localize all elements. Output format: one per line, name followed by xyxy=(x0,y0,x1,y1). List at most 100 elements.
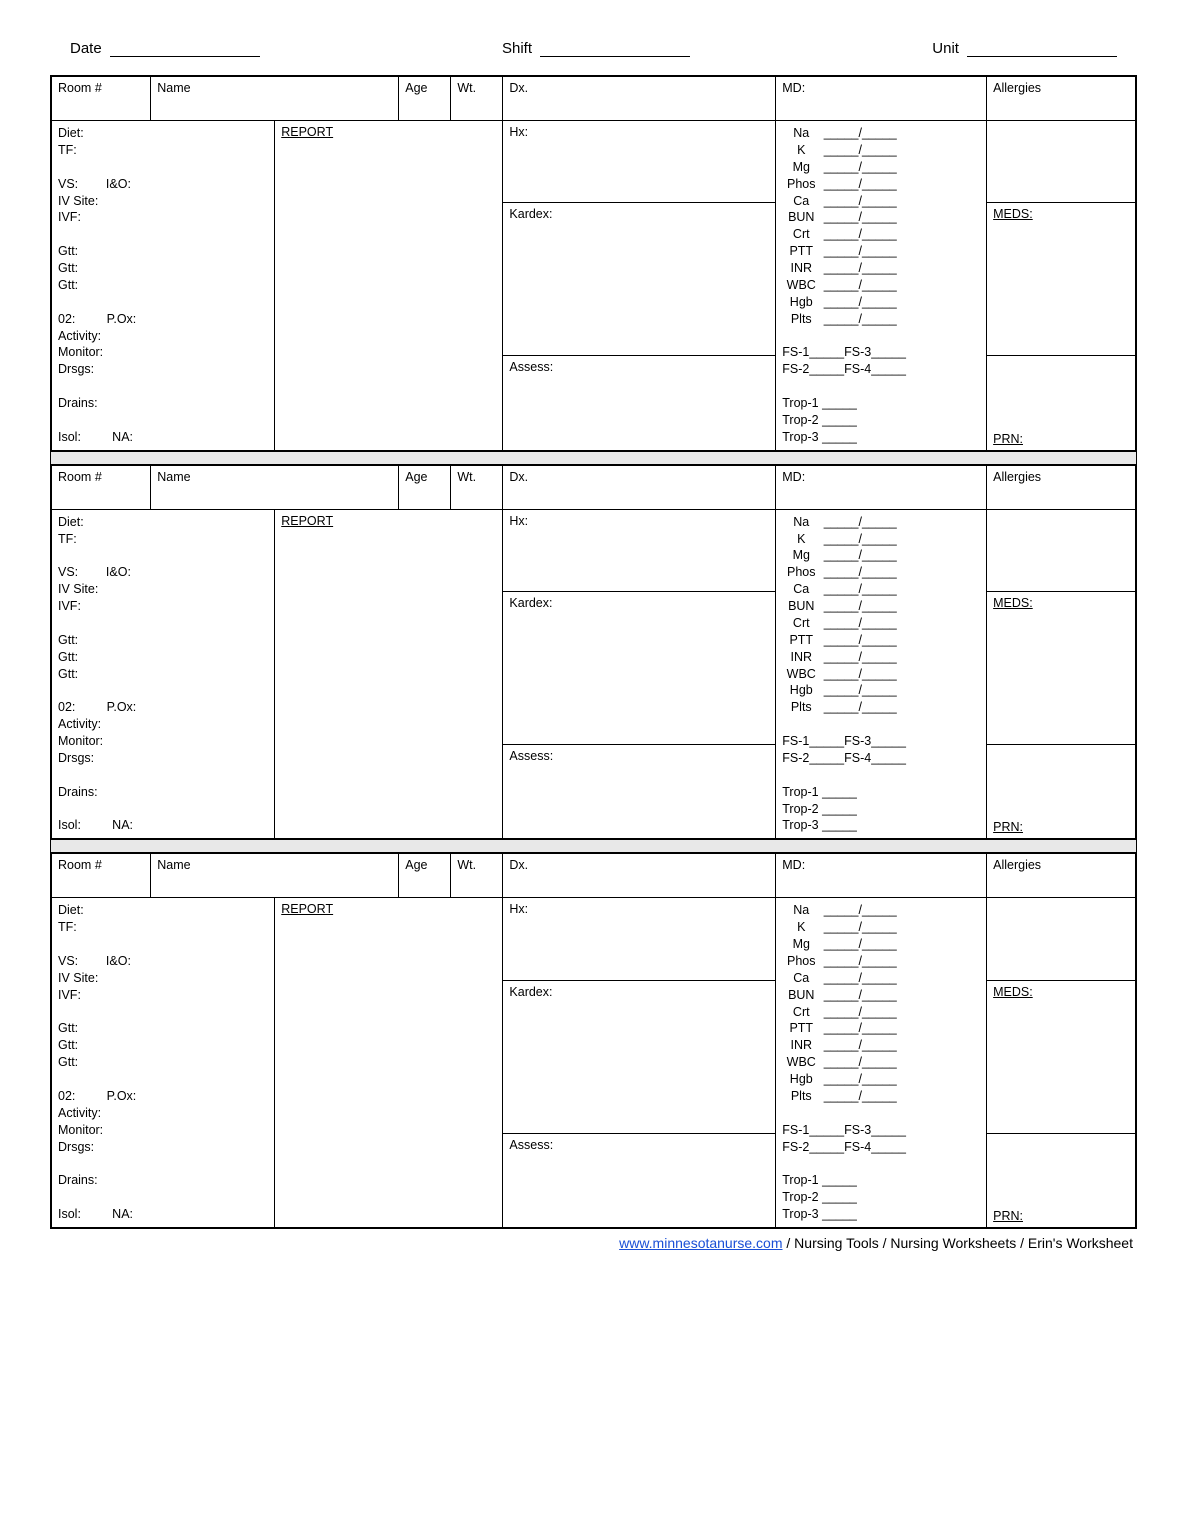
lab-row: INR _____/_____ xyxy=(782,260,980,277)
prn-cell: PRN: xyxy=(987,1133,1136,1227)
kardex-cell: Kardex: xyxy=(503,203,776,356)
lab-name: Phos xyxy=(782,564,820,581)
gtt-label: Gtt: xyxy=(58,632,268,649)
footer-link[interactable]: www.minnesotanurse.com xyxy=(619,1235,782,1251)
lab-row: Phos _____/_____ xyxy=(782,176,980,193)
gtt-label: Gtt: xyxy=(58,260,268,277)
lab-row: Mg _____/_____ xyxy=(782,936,980,953)
unit-blank xyxy=(967,41,1117,57)
lab-row: BUN _____/_____ xyxy=(782,987,980,1004)
hx-cell: Hx: xyxy=(503,898,776,980)
patient-block: Room # Name Age Wt. Dx. MD: Allergies Di… xyxy=(50,75,1137,452)
lab-row: INR _____/_____ xyxy=(782,649,980,666)
report-label: REPORT xyxy=(281,514,333,528)
col-allergies: Allergies xyxy=(987,854,1136,898)
lab-row: Ca _____/_____ xyxy=(782,581,980,598)
lab-row: Crt _____/_____ xyxy=(782,226,980,243)
lab-row: Hgb _____/_____ xyxy=(782,294,980,311)
lab-name: WBC xyxy=(782,277,820,294)
trop-3: Trop-3 _____ xyxy=(782,1206,980,1223)
activity-label: Activity: xyxy=(58,716,268,733)
labs-cell: Na _____/_____K _____/_____Mg _____/____… xyxy=(776,898,987,1228)
allergies-cell xyxy=(987,121,1136,203)
activity-label: Activity: xyxy=(58,328,268,345)
drsgs-label: Drsgs: xyxy=(58,361,268,378)
report-cell: REPORT xyxy=(275,898,503,1228)
trop-1: Trop-1 _____ xyxy=(782,1172,980,1189)
meds-label: MEDS: xyxy=(993,596,1033,610)
lab-name: Na xyxy=(782,902,820,919)
drsgs-label: Drsgs: xyxy=(58,1139,268,1156)
isol-na-row: Isol: NA: xyxy=(58,429,268,446)
gtt-label: Gtt: xyxy=(58,1054,268,1071)
lab-blank: _____/_____ xyxy=(824,667,897,681)
lab-row: K _____/_____ xyxy=(782,531,980,548)
o2-pox-row: 02: P.Ox: xyxy=(58,311,268,328)
ivsite-label: IV Site: xyxy=(58,970,268,987)
lab-name: Na xyxy=(782,125,820,142)
patient-block: Room # Name Age Wt. Dx. MD: Allergies Di… xyxy=(50,852,1137,1229)
lab-blank: _____/_____ xyxy=(824,295,897,309)
col-room: Room # xyxy=(52,77,151,121)
drains-label: Drains: xyxy=(58,1172,268,1189)
lab-row: Crt _____/_____ xyxy=(782,615,980,632)
patient-blocks: Room # Name Age Wt. Dx. MD: Allergies Di… xyxy=(50,75,1137,1229)
unit-label: Unit xyxy=(932,40,959,57)
lab-name: Hgb xyxy=(782,294,820,311)
lab-row: PTT _____/_____ xyxy=(782,243,980,260)
vs-io-row: VS: I&O: xyxy=(58,953,268,970)
lab-name: Phos xyxy=(782,176,820,193)
lab-blank: _____/_____ xyxy=(824,532,897,546)
assess-cell: Assess: xyxy=(503,745,776,839)
footer-rest: / Nursing Tools / Nursing Worksheets / E… xyxy=(783,1235,1133,1251)
left-cell: Diet: TF: VS: I&O: IV Site: IVF: Gtt: Gt… xyxy=(52,898,275,1228)
col-wt: Wt. xyxy=(451,77,503,121)
patient-block: Room # Name Age Wt. Dx. MD: Allergies Di… xyxy=(50,464,1137,841)
ivf-label: IVF: xyxy=(58,209,268,226)
lab-name: BUN xyxy=(782,209,820,226)
lab-blank: _____/_____ xyxy=(824,954,897,968)
lab-blank: _____/_____ xyxy=(824,565,897,579)
lab-row: PTT _____/_____ xyxy=(782,632,980,649)
tf-label: TF: xyxy=(58,919,268,936)
col-allergies: Allergies xyxy=(987,465,1136,509)
lab-name: BUN xyxy=(782,598,820,615)
left-fields: Diet: TF: VS: I&O: IV Site: IVF: Gtt: Gt… xyxy=(58,125,268,446)
fs-row-2: FS-2_____FS-4_____ xyxy=(782,750,980,767)
block-separator xyxy=(50,840,1137,852)
lab-blank: _____/_____ xyxy=(824,278,897,292)
left-fields: Diet: TF: VS: I&O: IV Site: IVF: Gtt: Gt… xyxy=(58,514,268,835)
monitor-label: Monitor: xyxy=(58,1122,268,1139)
lab-row: Hgb _____/_____ xyxy=(782,682,980,699)
col-age: Age xyxy=(399,854,451,898)
activity-label: Activity: xyxy=(58,1105,268,1122)
ivf-label: IVF: xyxy=(58,987,268,1004)
col-name: Name xyxy=(151,854,399,898)
lab-row: Phos _____/_____ xyxy=(782,564,980,581)
gtt-label: Gtt: xyxy=(58,243,268,260)
col-name: Name xyxy=(151,465,399,509)
patient-table: Room # Name Age Wt. Dx. MD: Allergies Di… xyxy=(51,853,1136,1228)
col-dx: Dx. xyxy=(503,854,776,898)
fs-row-1: FS-1_____FS-3_____ xyxy=(782,733,980,750)
patient-table: Room # Name Age Wt. Dx. MD: Allergies Di… xyxy=(51,465,1136,840)
kardex-cell: Kardex: xyxy=(503,980,776,1133)
kardex-cell: Kardex: xyxy=(503,592,776,745)
lab-name: INR xyxy=(782,260,820,277)
lab-name: Mg xyxy=(782,159,820,176)
diet-label: Diet: xyxy=(58,125,268,142)
lab-blank: _____/_____ xyxy=(824,650,897,664)
col-age: Age xyxy=(399,77,451,121)
lab-row: Mg _____/_____ xyxy=(782,159,980,176)
gtt-label: Gtt: xyxy=(58,649,268,666)
assess-cell: Assess: xyxy=(503,1133,776,1227)
lab-name: BUN xyxy=(782,987,820,1004)
lab-blank: _____/_____ xyxy=(824,548,897,562)
col-md: MD: xyxy=(776,77,987,121)
lab-name: Crt xyxy=(782,1004,820,1021)
trop-2: Trop-2 _____ xyxy=(782,801,980,818)
vs-io-row: VS: I&O: xyxy=(58,564,268,581)
ivf-label: IVF: xyxy=(58,598,268,615)
prn-cell: PRN: xyxy=(987,356,1136,450)
meds-label: MEDS: xyxy=(993,207,1033,221)
